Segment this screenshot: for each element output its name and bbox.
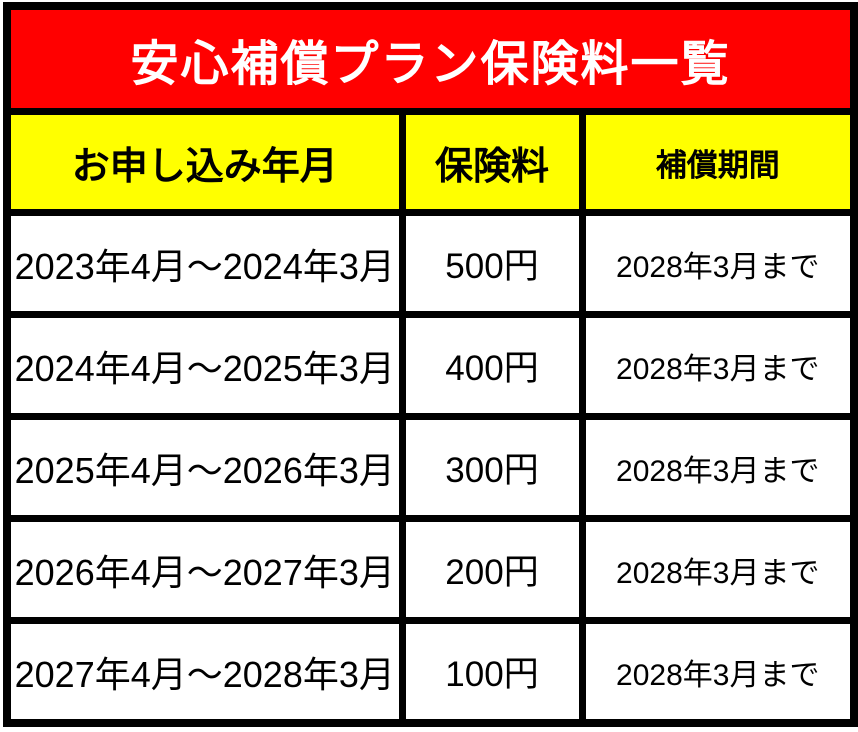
title-row: 安心補償プラン保険料一覧 <box>3 2 858 115</box>
table-row: 2023年4月～2024年3月 500円 2028年3月まで <box>3 209 858 318</box>
cell-coverage-period: 2028年3月まで <box>578 515 858 624</box>
cell-premium: 300円 <box>398 413 586 522</box>
cell-application-month: 2025年4月～2026年3月 <box>3 413 406 522</box>
cell-premium: 400円 <box>398 311 586 420</box>
col-header-application-month: お申し込み年月 <box>3 108 406 216</box>
cell-application-month: 2027年4月～2028年3月 <box>3 617 406 727</box>
col-header-premium: 保険料 <box>398 108 586 216</box>
cell-coverage-period: 2028年3月まで <box>578 413 858 522</box>
col-header-coverage-period: 補償期間 <box>578 108 858 216</box>
cell-application-month: 2026年4月～2027年3月 <box>3 515 406 624</box>
cell-application-month: 2023年4月～2024年3月 <box>3 209 406 318</box>
table-row: 2024年4月～2025年3月 400円 2028年3月まで <box>3 311 858 420</box>
cell-premium: 500円 <box>398 209 586 318</box>
cell-premium: 200円 <box>398 515 586 624</box>
header-row: お申し込み年月 保険料 補償期間 <box>3 108 858 216</box>
table-row: 2027年4月～2028年3月 100円 2028年3月まで <box>3 617 858 727</box>
insurance-price-table: 安心補償プラン保険料一覧 お申し込み年月 保険料 補償期間 2023年4月～20… <box>3 2 858 727</box>
table-row: 2026年4月～2027年3月 200円 2028年3月まで <box>3 515 858 624</box>
table-title: 安心補償プラン保険料一覧 <box>3 2 858 115</box>
cell-coverage-period: 2028年3月まで <box>578 311 858 420</box>
cell-coverage-period: 2028年3月まで <box>578 209 858 318</box>
cell-application-month: 2024年4月～2025年3月 <box>3 311 406 420</box>
table-row: 2025年4月～2026年3月 300円 2028年3月まで <box>3 413 858 522</box>
cell-coverage-period: 2028年3月まで <box>578 617 858 727</box>
cell-premium: 100円 <box>398 617 586 727</box>
